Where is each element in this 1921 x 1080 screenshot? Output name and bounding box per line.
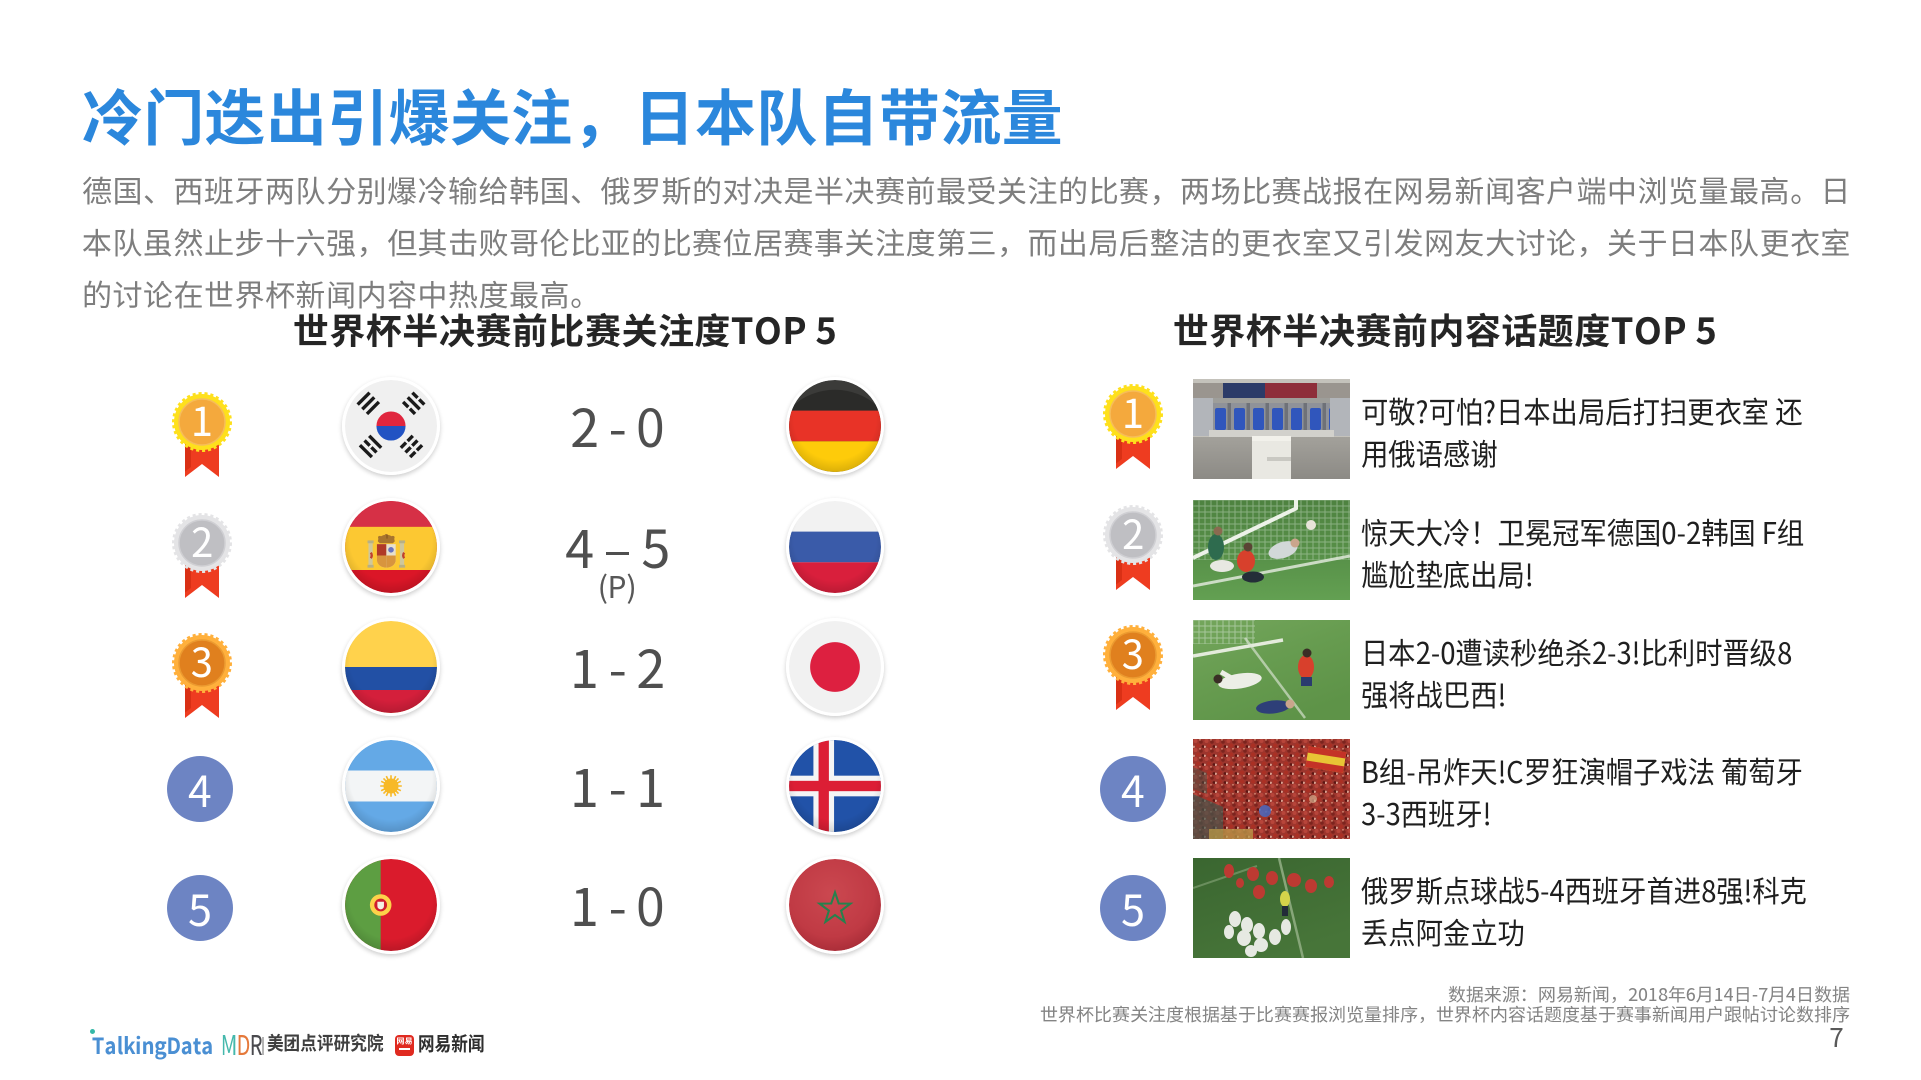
svg-text:2: 2	[1122, 504, 1144, 561]
svg-text:3: 3	[1122, 624, 1144, 681]
svg-text:3: 3	[191, 632, 213, 689]
svg-text:1: 1	[1122, 383, 1144, 440]
svg-text:2: 2	[191, 512, 213, 569]
svg-text:1: 1	[191, 391, 213, 448]
